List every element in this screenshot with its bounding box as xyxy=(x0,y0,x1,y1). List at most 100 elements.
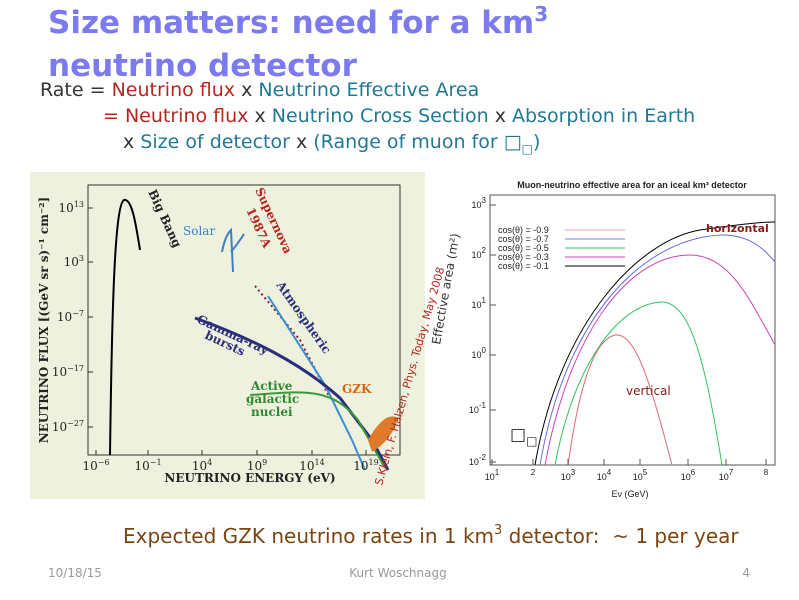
tick-base: 10 xyxy=(353,459,368,473)
tick-exp: 6 xyxy=(691,468,696,477)
tick-base: 10 xyxy=(633,472,643,482)
tick-base: 10 xyxy=(52,420,67,434)
tick-base: 10 xyxy=(247,459,262,473)
tick-base: 10 xyxy=(681,472,691,482)
tick-label: 102 xyxy=(472,246,487,260)
plot-frame xyxy=(87,184,401,456)
tick-exp: 4 xyxy=(207,458,212,467)
tick-label: 10−6 xyxy=(82,458,109,473)
right-figure: Muon-neutrino effective area for an icea… xyxy=(469,180,776,499)
title-text: Size matters: need for a km xyxy=(48,5,534,41)
seg: □ xyxy=(522,142,533,156)
tick-label: 103 xyxy=(64,254,84,269)
label-gzk: GZK xyxy=(342,382,372,396)
seg: Size of detector xyxy=(140,131,290,153)
title-sup: 3 xyxy=(534,2,548,26)
tick-exp: 2 xyxy=(531,468,536,477)
tick-base: 10 xyxy=(299,459,314,473)
tick-label: 10−17 xyxy=(52,364,84,379)
formula-line1: Rate = Neutrino flux x Neutrino Effectiv… xyxy=(40,79,479,101)
footer-date: 10/18/15 xyxy=(48,566,102,580)
x-axis-label: Eν (GeV) xyxy=(611,489,648,499)
tick-label: 107 xyxy=(719,468,734,482)
tick-base: 10 xyxy=(472,200,482,210)
label-solar: Solar xyxy=(183,224,215,238)
tick-exp: -2 xyxy=(479,453,487,462)
plot-frame xyxy=(489,194,776,466)
formula-line3: x Size of detector x (Range of muon for … xyxy=(123,131,540,156)
seg: Neutrino flux xyxy=(125,105,248,127)
symbol-base: □ xyxy=(510,425,526,445)
legend-entry: cos(θ) = -0.7 xyxy=(498,234,549,244)
seg: Rate = xyxy=(40,79,112,101)
symbol-sub: □ xyxy=(526,434,537,448)
tick-base: 10 xyxy=(485,472,495,482)
seg: Absorption in Earth xyxy=(512,105,695,127)
label-agn: nuclei xyxy=(251,405,293,419)
tick-base: 10 xyxy=(64,255,79,269)
curve-05 xyxy=(554,301,723,466)
summary-text: Expected GZK neutrino rates in 1 km xyxy=(123,524,494,548)
tick-exp: 14 xyxy=(315,458,325,467)
atmospheric-curve xyxy=(267,295,366,471)
tick-exp: 9 xyxy=(262,458,267,467)
tick-exp: −27 xyxy=(67,419,84,428)
tick-exp: 7 xyxy=(729,468,734,477)
seg: ) xyxy=(533,131,540,153)
label-agn: galactic xyxy=(246,392,299,406)
tick-label: 104 xyxy=(192,458,212,473)
tick-label: 101 xyxy=(485,468,500,482)
solar-curve xyxy=(221,227,245,273)
tick-exp: 4 xyxy=(607,468,612,477)
footer-author: Kurt Woschnagg xyxy=(349,566,446,580)
tick-exp: −6 xyxy=(98,458,110,467)
legend-entry: cos(θ) = -0.9 xyxy=(498,225,549,235)
seg: x xyxy=(248,105,271,127)
grb-curve xyxy=(194,316,390,471)
tick-exp: 5 xyxy=(643,468,648,477)
tick-base: 10 xyxy=(719,472,729,482)
curve-07 xyxy=(539,234,776,466)
tick-exp: 3 xyxy=(482,196,487,205)
tick-label: 109 xyxy=(247,458,267,473)
seg: x xyxy=(123,131,140,153)
label-agn: Active xyxy=(250,379,293,393)
tick-base: 10 xyxy=(561,472,571,482)
tick-label: 104 xyxy=(597,468,612,482)
legend-entry: cos(θ) = -0.1 xyxy=(498,261,549,271)
title-line2: neutrino detector xyxy=(48,48,358,84)
tick-label: 1014 xyxy=(299,458,324,473)
tick-base: 10 xyxy=(472,350,482,360)
seg: x xyxy=(290,131,313,153)
big-bang-curve xyxy=(109,199,141,456)
seg: Neutrino Cross Section xyxy=(272,105,489,127)
tick-label: 10−7 xyxy=(57,309,84,324)
tick-base: 10 xyxy=(472,300,482,310)
tick-exp: -1 xyxy=(479,401,487,410)
atmospheric-data xyxy=(254,285,331,399)
tick-base: 10 xyxy=(57,310,72,324)
tick-label: 100 xyxy=(472,346,487,360)
y-axis-label: NEUTRINO FLUX [(GeV sr s)⁻¹ cm⁻²] xyxy=(37,197,51,443)
summary-sup: 3 xyxy=(494,523,502,538)
tick-exp: 19 xyxy=(369,458,379,467)
tick-exp: 0 xyxy=(482,346,487,355)
tick-label: 10-2 xyxy=(469,453,487,467)
tick-base: 10 xyxy=(192,459,207,473)
tick-exp: 3 xyxy=(79,254,84,263)
gzk-band xyxy=(368,416,398,452)
tick-exp: 3 xyxy=(571,468,576,477)
tick-label: 2 xyxy=(531,468,536,477)
tick-exp: 1 xyxy=(482,296,487,305)
summary-rest: detector: ~ 1 per year xyxy=(502,524,739,548)
legend-entry: cos(θ) = -0.5 xyxy=(498,243,549,253)
agn-curve xyxy=(249,391,386,469)
symbol: □□ xyxy=(510,425,537,448)
tick-base: 10 xyxy=(469,457,479,467)
curve-01 xyxy=(534,221,776,466)
tick-exp: 1 xyxy=(495,468,500,477)
tick-base: 10 xyxy=(52,365,67,379)
figure-title: Muon-neutrino effective area for an icea… xyxy=(517,180,747,190)
seg: x xyxy=(489,105,512,127)
tick-label: 1013 xyxy=(59,200,84,215)
